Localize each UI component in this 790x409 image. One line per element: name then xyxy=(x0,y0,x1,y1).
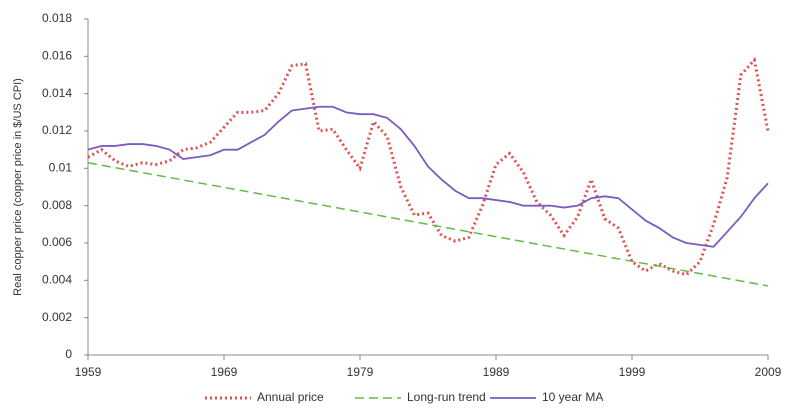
y-tick-label: 0.016 xyxy=(42,49,72,63)
x-tick-label: 1959 xyxy=(75,365,102,379)
y-tick-label: 0.002 xyxy=(42,310,72,324)
series-line xyxy=(87,161,769,287)
legend-label: Long-run trend xyxy=(407,390,486,404)
y-tick-label: 0.01 xyxy=(49,161,73,175)
y-tick-label: 0.018 xyxy=(42,11,72,25)
x-tick-label: 1989 xyxy=(483,365,510,379)
x-tick-label: 2009 xyxy=(755,365,782,379)
x-tick-label: 1999 xyxy=(619,365,646,379)
x-tick-label: 1979 xyxy=(347,365,374,379)
y-axis-label: Real copper price (copper price in $/US … xyxy=(12,78,24,296)
y-tick-label: 0.004 xyxy=(42,273,72,287)
series-line xyxy=(87,56,770,277)
y-tick-label: 0.006 xyxy=(42,235,72,249)
x-tick-label: 1969 xyxy=(211,365,238,379)
legend-label: 10 year MA xyxy=(542,390,603,404)
series-line xyxy=(87,105,769,248)
legend-label: Annual price xyxy=(257,390,324,404)
y-tick-label: 0.012 xyxy=(42,123,72,137)
y-tick-label: 0.014 xyxy=(42,86,72,100)
y-tick-label: 0 xyxy=(65,347,72,361)
y-tick-label: 0.008 xyxy=(42,198,72,212)
